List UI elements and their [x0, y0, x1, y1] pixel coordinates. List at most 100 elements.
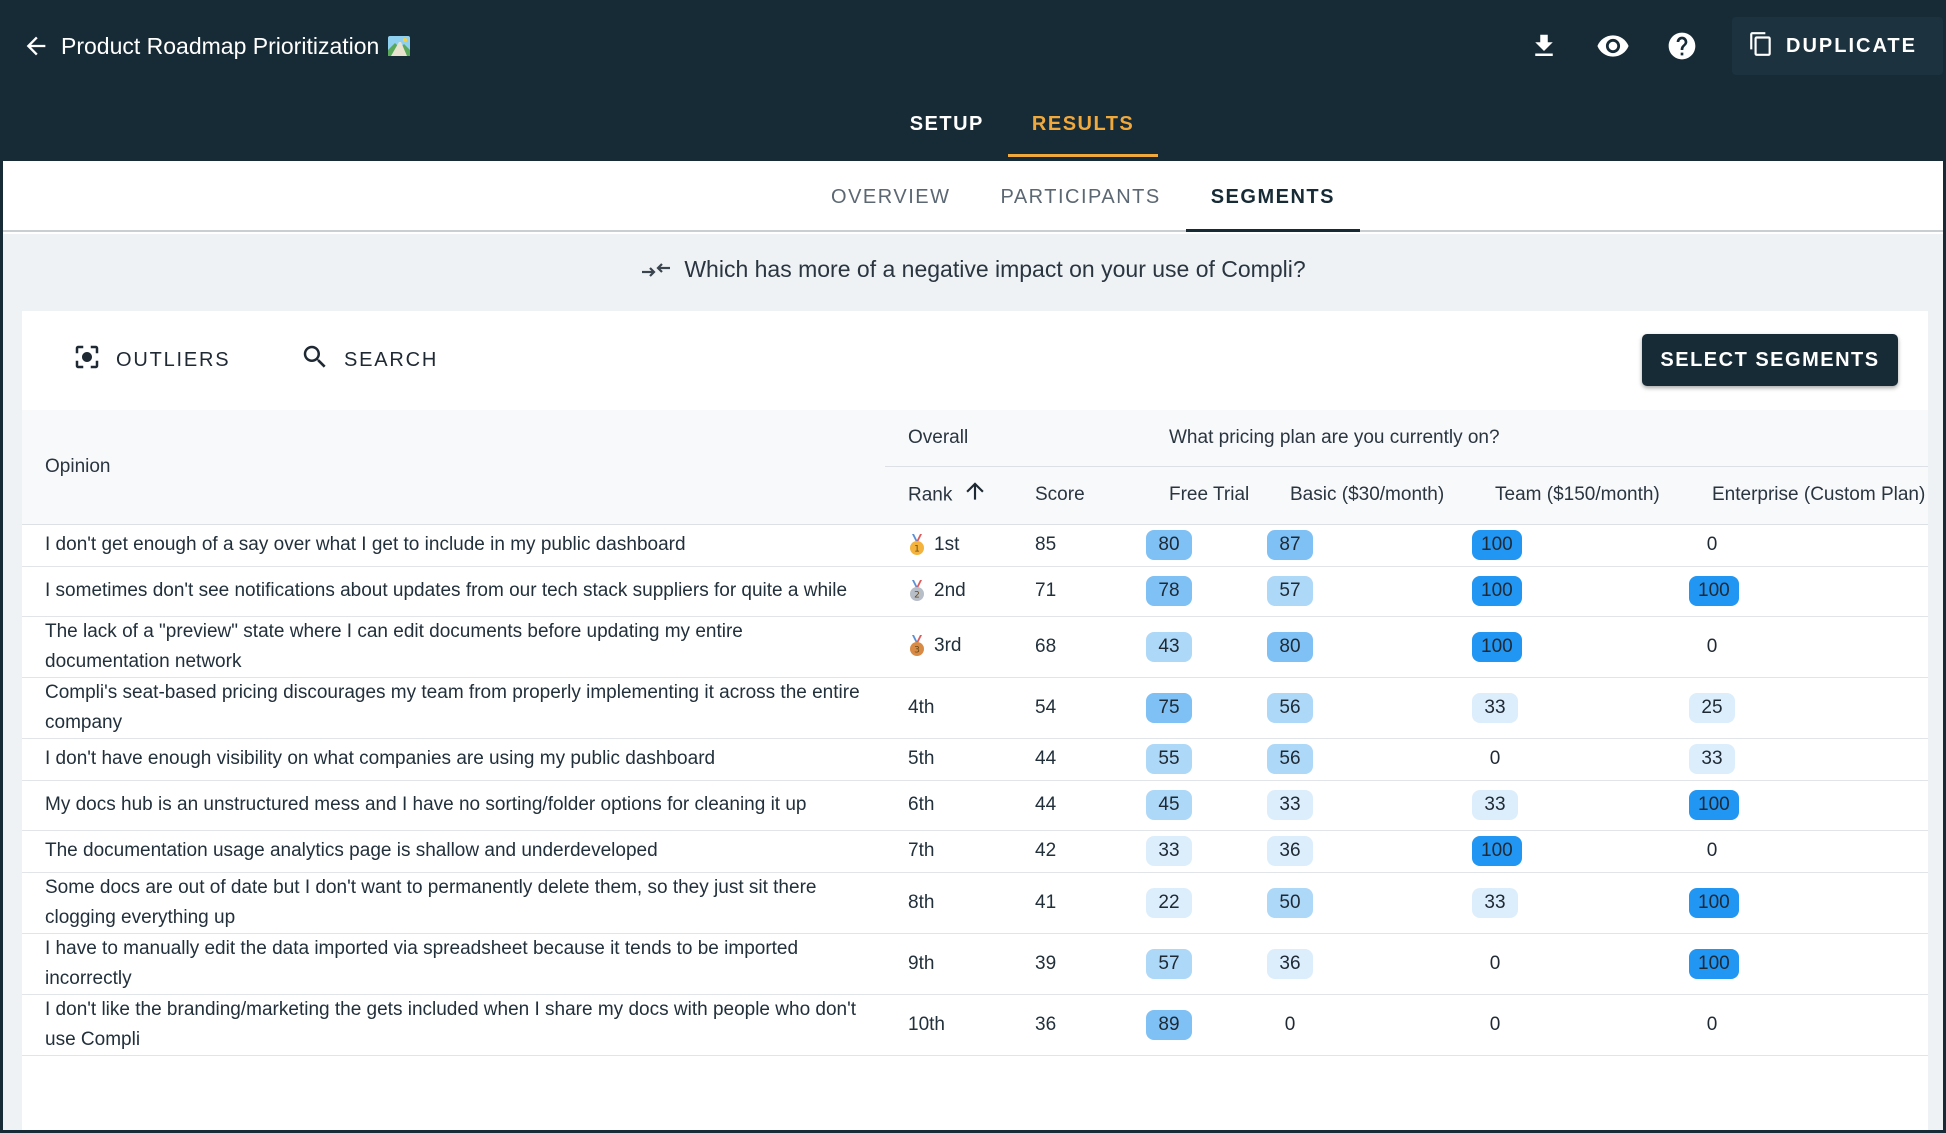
sort-ascending-icon[interactable]	[962, 478, 988, 513]
table-row[interactable]: I have to manually edit the data importe…	[22, 933, 1928, 995]
segment-score-cell: 33	[1472, 780, 1689, 831]
question-text: Which has more of a negative impact on y…	[684, 256, 1306, 282]
duplicate-button[interactable]: DUPLICATE	[1732, 17, 1943, 75]
rank-cell: 1 1st	[885, 524, 1012, 567]
opinion-cell: Compli's seat-based pricing discourages …	[22, 677, 885, 739]
segment-score-cell: 0	[1472, 994, 1689, 1056]
rank-cell: 6th	[885, 780, 1012, 831]
segment-column-header: Enterprise (Custom Plan)	[1689, 466, 1928, 525]
segment-score-cell: 100	[1472, 524, 1689, 567]
segment-score-cell: 22	[1146, 872, 1267, 934]
table-row[interactable]: The documentation usage analytics page i…	[22, 830, 1928, 873]
opinion-cell: My docs hub is an unstructured mess and …	[22, 780, 885, 831]
rank-cell: 2 2nd	[885, 566, 1012, 617]
table-row[interactable]: Compli's seat-based pricing discourages …	[22, 677, 1928, 739]
download-icon[interactable]	[1525, 27, 1563, 65]
opinion-cell: Some docs are out of date but I don't wa…	[22, 872, 885, 934]
score-cell: 44	[1012, 738, 1146, 781]
map-emoji-icon	[387, 34, 411, 58]
rank-cell: 3 3rd	[885, 616, 1012, 678]
segment-score-cell: 33	[1267, 780, 1472, 831]
segment-score-cell: 50	[1267, 872, 1472, 934]
segment-score-badge: 100	[1689, 887, 1739, 918]
segment-score-badge: 89	[1146, 1009, 1192, 1040]
segment-score-badge: 57	[1267, 576, 1313, 606]
table-row[interactable]: My docs hub is an unstructured mess and …	[22, 780, 1928, 831]
score-cell: 39	[1012, 933, 1146, 995]
eye-icon[interactable]	[1594, 27, 1632, 65]
segment-score-badge: 100	[1689, 576, 1739, 606]
segment-score-badge: 25	[1689, 692, 1735, 723]
rank-header-label: Rank	[908, 484, 953, 506]
segment-score-cell: 80	[1267, 616, 1472, 678]
compare-arrows-icon	[640, 257, 672, 283]
table-row[interactable]: I sometimes don't see notifications abou…	[22, 566, 1928, 617]
svg-text:1: 1	[914, 544, 920, 554]
tab-segments[interactable]: SEGMENTS	[1185, 161, 1360, 232]
segment-score-cell: 75	[1146, 677, 1267, 739]
segment-score-badge: 33	[1472, 790, 1518, 820]
outliers-icon	[72, 342, 102, 378]
rank-label: 9th	[908, 952, 935, 974]
segment-score-badge: 36	[1267, 948, 1313, 979]
score-cell: 36	[1012, 994, 1146, 1056]
rank-column-header[interactable]: Rank	[885, 466, 1012, 525]
segment-score-cell: 0	[1472, 738, 1689, 781]
tab-setup[interactable]: SETUP	[909, 113, 984, 135]
opinion-column-header: Opinion	[22, 410, 885, 525]
segment-score-cell: 100	[1689, 780, 1928, 831]
outliers-button[interactable]: OUTLIERS	[72, 339, 230, 381]
segment-score-badge: 100	[1472, 530, 1522, 560]
segment-score-cell: 89	[1146, 994, 1267, 1056]
segment-score-badge: 22	[1146, 887, 1192, 918]
segment-score-cell: 0	[1689, 994, 1928, 1056]
segment-score-badge: 87	[1267, 530, 1313, 560]
segment-score-badge: 80	[1267, 631, 1313, 662]
segment-score-cell: 0	[1267, 994, 1472, 1056]
table-row[interactable]: The lack of a "preview" state where I ca…	[22, 616, 1928, 678]
help-icon[interactable]	[1663, 27, 1701, 65]
segment-score-cell: 43	[1146, 616, 1267, 678]
segment-group-header: What pricing plan are you currently on?	[1146, 410, 1928, 467]
segments-table: Opinion Overall What pricing plan are yo…	[22, 410, 1928, 1056]
table-row[interactable]: I don't get enough of a say over what I …	[22, 524, 1928, 567]
score-cell: 41	[1012, 872, 1146, 934]
segment-score-cell: 45	[1146, 780, 1267, 831]
tab-participants[interactable]: PARTICIPANTS	[1000, 186, 1161, 208]
rank-label: 10th	[908, 1013, 945, 1035]
bronze-medal-icon: 3	[908, 635, 926, 657]
rank-label: 8th	[908, 891, 935, 913]
tab-results[interactable]: RESULTS	[1007, 99, 1159, 157]
question-header: Which has more of a negative impact on y…	[3, 256, 1943, 283]
segment-score-cell: 80	[1146, 524, 1267, 567]
rank-label: 7th	[908, 840, 935, 861]
segment-score-badge: 0	[1706, 840, 1718, 861]
segments-table-body: I don't get enough of a say over what I …	[22, 524, 1928, 1056]
segment-score-cell: 78	[1146, 566, 1267, 617]
segment-score-badge: 0	[1706, 1013, 1718, 1035]
score-column-header: Score	[1012, 466, 1146, 525]
table-row[interactable]: I don't like the branding/marketing the …	[22, 994, 1928, 1056]
opinion-cell: I have to manually edit the data importe…	[22, 933, 885, 995]
overall-group-header: Overall	[885, 410, 1146, 467]
page-title: Product Roadmap Prioritization	[61, 31, 411, 61]
segment-score-badge: 36	[1267, 836, 1313, 866]
table-row[interactable]: I don't have enough visibility on what c…	[22, 738, 1928, 781]
segment-score-badge: 100	[1472, 576, 1522, 606]
table-row[interactable]: Some docs are out of date but I don't wa…	[22, 872, 1928, 934]
tab-overview[interactable]: OVERVIEW	[831, 186, 951, 208]
search-button[interactable]: SEARCH	[300, 339, 438, 381]
segment-score-cell: 0	[1689, 524, 1928, 567]
segment-score-badge: 0	[1489, 1013, 1501, 1035]
rank-cell: 8th	[885, 872, 1012, 934]
segment-score-cell: 100	[1689, 872, 1928, 934]
rank-cell: 4th	[885, 677, 1012, 739]
segment-score-cell: 0	[1689, 616, 1928, 678]
rank-label: 3rd	[934, 635, 962, 657]
segment-score-cell: 33	[1689, 738, 1928, 781]
segment-score-badge: 57	[1146, 948, 1192, 979]
back-arrow-icon[interactable]	[19, 29, 53, 63]
select-segments-button[interactable]: SELECT SEGMENTS	[1642, 334, 1898, 386]
segment-score-badge: 56	[1267, 692, 1313, 723]
segment-score-badge: 80	[1146, 530, 1192, 560]
